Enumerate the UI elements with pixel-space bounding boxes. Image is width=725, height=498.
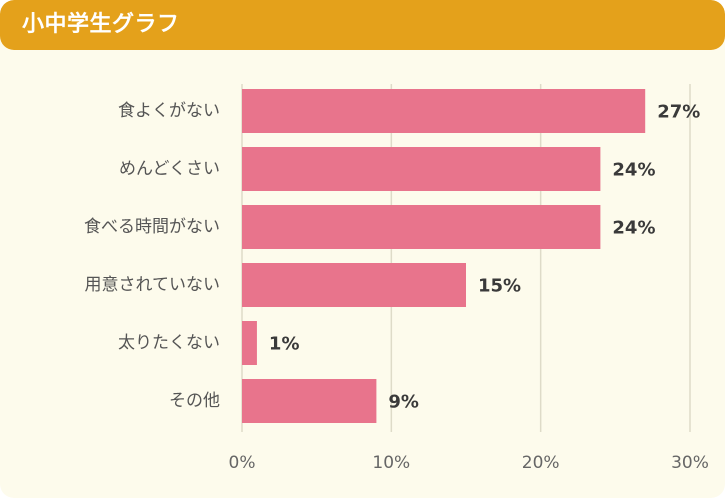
x-tick-label-2: 20%	[522, 453, 560, 473]
category-label-5: その他	[169, 391, 220, 411]
value-label-3: 15%	[478, 276, 521, 297]
category-label-1: めんどくさい	[119, 159, 220, 179]
value-label-0: 27%	[657, 102, 700, 123]
value-label-4: 1%	[269, 334, 300, 355]
x-tick-label-1: 10%	[372, 453, 410, 473]
x-tick-label-3: 30%	[671, 453, 709, 473]
bar-3	[242, 263, 466, 307]
value-label-1: 24%	[612, 160, 655, 181]
value-label-5: 9%	[388, 392, 419, 413]
category-label-3: 用意されていない	[85, 275, 221, 295]
category-label-2: 食べる時間がない	[84, 217, 220, 237]
category-label-0: 食よくがない	[118, 101, 220, 121]
chart-header: 小中学生グラフ	[0, 0, 725, 50]
category-label-4: 太りたくない	[118, 333, 220, 353]
bar-0	[242, 89, 646, 133]
value-label-2: 24%	[612, 218, 655, 239]
bar-2	[242, 205, 601, 249]
bar-4	[242, 321, 257, 365]
bar-5	[242, 379, 377, 423]
chart-title: 小中学生グラフ	[22, 12, 180, 37]
x-tick-label-0: 0%	[229, 453, 256, 473]
bar-1	[242, 147, 601, 191]
